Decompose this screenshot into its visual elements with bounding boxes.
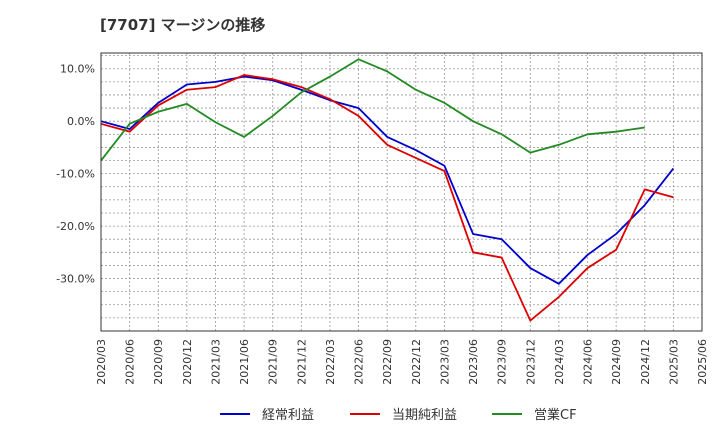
x-tick-label: 2020/03: [95, 339, 108, 385]
plot-frame: [100, 52, 703, 332]
x-tick-label: 2022/09: [381, 339, 394, 385]
x-tick-label: 2023/06: [467, 339, 480, 385]
series-line-2: [100, 74, 674, 322]
x-tick-label: 2021/12: [295, 339, 308, 385]
legend-label: 営業CF: [534, 407, 577, 423]
grid: [100, 53, 703, 331]
x-tick-label: 2020/06: [124, 339, 137, 385]
x-tick-label: 2024/03: [553, 339, 566, 385]
x-tick-label: 2024/12: [639, 339, 652, 385]
x-tick-label: 2024/06: [582, 339, 595, 385]
legend: 経常利益 当期純利益 営業CF: [220, 407, 577, 423]
x-tick-label: 2025/03: [667, 339, 680, 385]
legend-label: 当期純利益: [392, 408, 457, 423]
series-line-1: [100, 75, 675, 285]
x-tick-label: 2022/12: [410, 339, 423, 385]
x-axis-ticks: 2020/03 2020/06 2020/09 2020/12 2021/03 2021/…: [95, 339, 709, 385]
y-tick-label: 0.0%: [67, 115, 95, 128]
x-tick-label: 2024/09: [610, 339, 623, 385]
x-tick-label: 2020/12: [181, 339, 194, 385]
series-lines: [100, 58, 675, 322]
x-tick-label: 2020/09: [152, 339, 165, 385]
x-tick-label: 2023/03: [438, 339, 451, 385]
y-tick-label: -30.0%: [56, 273, 95, 286]
x-tick-label: 2021/06: [238, 339, 251, 385]
x-tick-label: 2023/12: [524, 339, 537, 385]
x-tick-label: 2022/03: [324, 339, 337, 385]
y-axis-ticks: 10.0% 0.0% -10.0% -20.0% -30.0%: [56, 63, 95, 286]
legend-label: 経常利益: [262, 408, 314, 423]
chart-title: [7707] マージンの推移: [100, 16, 266, 34]
y-tick-label: -10.0%: [56, 168, 95, 181]
series-line-3: [100, 58, 645, 162]
x-tick-label: 2023/09: [496, 339, 509, 385]
y-tick-label: 10.0%: [60, 63, 95, 76]
x-tick-label: 2022/06: [353, 339, 366, 385]
x-tick-label: 2025/06: [696, 339, 709, 385]
y-tick-label: -20.0%: [56, 220, 95, 233]
x-tick-label: 2021/03: [209, 339, 222, 385]
x-tick-label: 2021/09: [267, 339, 280, 385]
